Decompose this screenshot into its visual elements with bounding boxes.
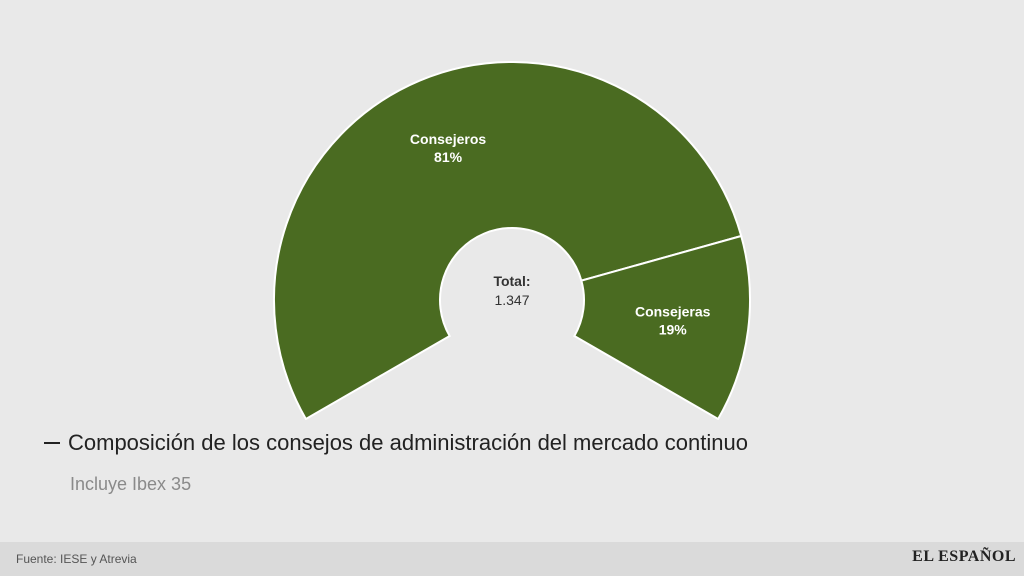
source-note: Fuente: IESE y Atrevia — [16, 552, 137, 566]
slice-value-consejeros: 81% — [434, 149, 463, 165]
center-total-label: Total: — [493, 273, 530, 289]
slice-label-consejeras: Consejeras — [635, 303, 711, 319]
brand-logo: EL ESPAÑOL — [912, 548, 1016, 565]
footer-bar: Fuente: IESE y Atrevia EL ESPAÑOL — [0, 542, 1024, 576]
slice-consejeros — [273, 61, 743, 420]
chart-title-row: Composición de los consejos de administr… — [44, 430, 748, 456]
slice-consejeras — [572, 234, 751, 420]
chart-subtitle: Incluye Ibex 35 — [70, 474, 192, 494]
chart-slice-labels: Consejeros 81% Consejeras 19% — [410, 131, 711, 337]
title-dash — [44, 442, 60, 444]
chart-slices — [273, 61, 751, 420]
slice-value-consejeras: 19% — [659, 321, 688, 337]
slice-label-consejeros: Consejeros — [410, 131, 486, 147]
donut-chart: Consejeros 81% Consejeras 19% Total: 1.347 — [273, 61, 751, 420]
chart-title: Composición de los consejos de administr… — [68, 430, 748, 455]
center-total-value: 1.347 — [494, 292, 529, 308]
